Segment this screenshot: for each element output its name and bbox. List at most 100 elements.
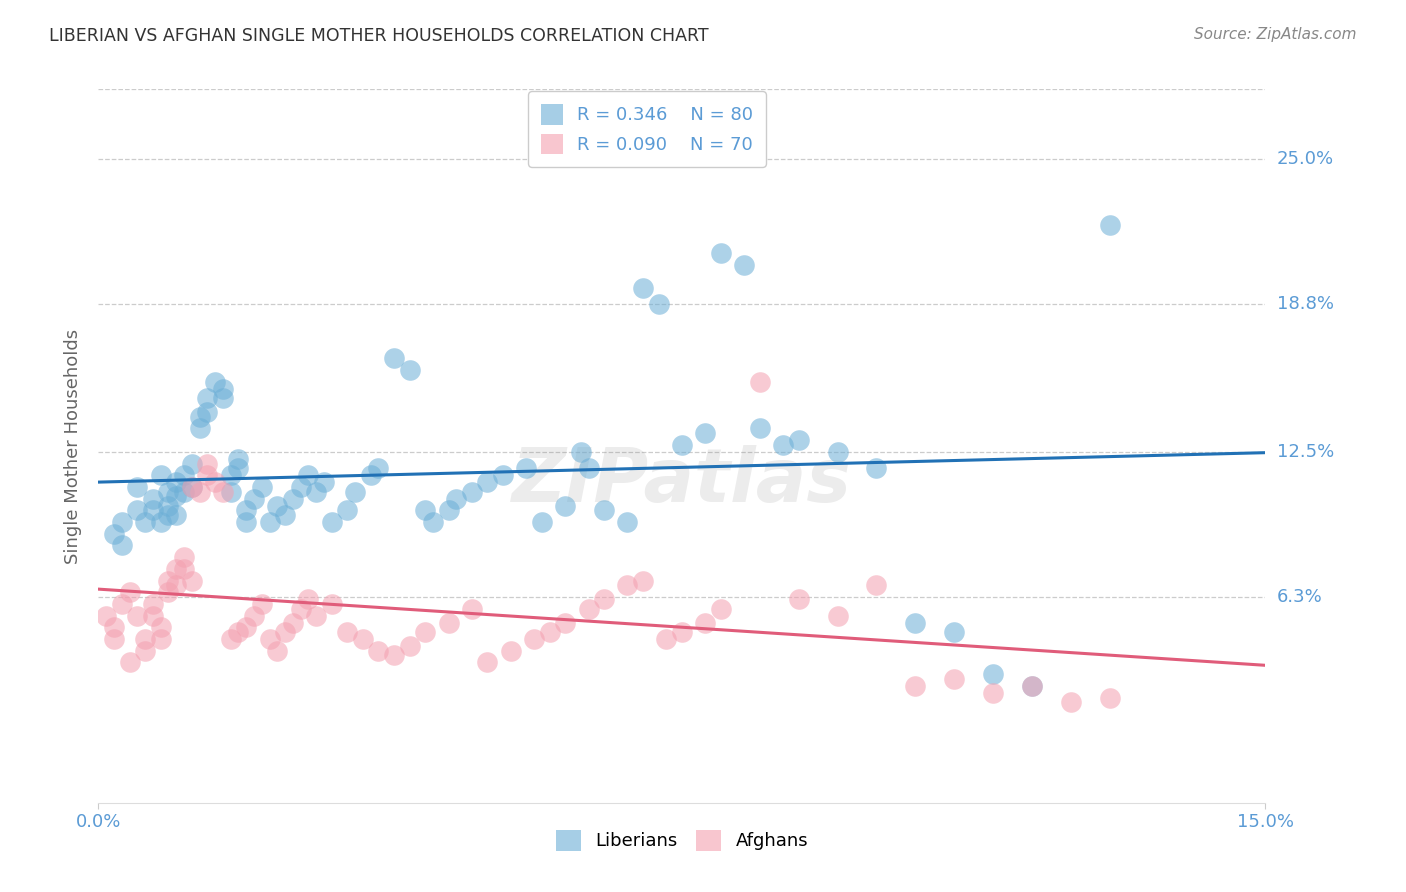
Point	[127, 608, 149, 623]
Text: 6.3%: 6.3%	[1277, 588, 1322, 606]
Point	[195, 391, 218, 405]
Point	[981, 686, 1004, 700]
Point	[259, 515, 281, 529]
Point	[422, 515, 444, 529]
Point	[195, 457, 218, 471]
Point	[631, 281, 654, 295]
Point	[188, 484, 211, 499]
Point	[188, 409, 211, 424]
Point	[142, 608, 165, 623]
Point	[461, 601, 484, 615]
Point	[111, 597, 134, 611]
Point	[228, 451, 250, 466]
Point	[523, 632, 546, 646]
Point	[290, 480, 312, 494]
Point	[149, 632, 172, 646]
Point	[297, 468, 319, 483]
Point	[655, 632, 678, 646]
Point	[142, 491, 165, 506]
Point	[382, 351, 405, 366]
Text: Source: ZipAtlas.com: Source: ZipAtlas.com	[1194, 27, 1357, 42]
Point	[530, 515, 553, 529]
Text: 18.8%: 18.8%	[1277, 295, 1333, 313]
Point	[367, 461, 389, 475]
Point	[173, 550, 195, 565]
Point	[748, 421, 770, 435]
Text: ZIPatlas: ZIPatlas	[512, 445, 852, 518]
Point	[180, 574, 202, 588]
Point	[904, 679, 927, 693]
Point	[538, 625, 561, 640]
Point	[710, 246, 733, 260]
Point	[733, 258, 755, 272]
Point	[118, 585, 141, 599]
Point	[157, 508, 180, 522]
Point	[554, 615, 576, 630]
Point	[569, 445, 592, 459]
Point	[382, 648, 405, 663]
Point	[336, 503, 359, 517]
Point	[413, 503, 436, 517]
Point	[180, 457, 202, 471]
Point	[499, 644, 522, 658]
Point	[321, 597, 343, 611]
Point	[787, 433, 810, 447]
Point	[647, 297, 669, 311]
Point	[149, 620, 172, 634]
Point	[477, 475, 499, 490]
Point	[142, 597, 165, 611]
Point	[127, 503, 149, 517]
Point	[103, 620, 125, 634]
Point	[367, 644, 389, 658]
Point	[943, 672, 966, 686]
Point	[266, 644, 288, 658]
Point	[461, 484, 484, 499]
Point	[118, 656, 141, 670]
Point	[111, 538, 134, 552]
Point	[173, 468, 195, 483]
Point	[180, 480, 202, 494]
Point	[96, 608, 118, 623]
Point	[219, 468, 242, 483]
Point	[235, 620, 257, 634]
Point	[219, 484, 242, 499]
Point	[180, 480, 202, 494]
Point	[336, 625, 359, 640]
Point	[165, 508, 187, 522]
Point	[398, 363, 420, 377]
Point	[772, 438, 794, 452]
Point	[1060, 695, 1083, 709]
Point	[228, 461, 250, 475]
Point	[134, 515, 156, 529]
Point	[165, 489, 187, 503]
Point	[281, 491, 304, 506]
Point	[305, 484, 328, 499]
Point	[212, 484, 235, 499]
Point	[127, 480, 149, 494]
Point	[748, 375, 770, 389]
Point	[413, 625, 436, 640]
Point	[695, 426, 717, 441]
Point	[111, 515, 134, 529]
Point	[593, 503, 616, 517]
Point	[321, 515, 343, 529]
Point	[1021, 679, 1043, 693]
Point	[195, 405, 218, 419]
Point	[695, 615, 717, 630]
Point	[188, 421, 211, 435]
Point	[274, 508, 297, 522]
Point	[305, 608, 328, 623]
Point	[360, 468, 382, 483]
Point	[290, 601, 312, 615]
Point	[274, 625, 297, 640]
Point	[250, 597, 273, 611]
Text: LIBERIAN VS AFGHAN SINGLE MOTHER HOUSEHOLDS CORRELATION CHART: LIBERIAN VS AFGHAN SINGLE MOTHER HOUSEHO…	[49, 27, 709, 45]
Point	[865, 461, 887, 475]
Point	[173, 562, 195, 576]
Point	[281, 615, 304, 630]
Point	[827, 445, 849, 459]
Point	[149, 515, 172, 529]
Point	[157, 499, 180, 513]
Point	[477, 656, 499, 670]
Point	[235, 515, 257, 529]
